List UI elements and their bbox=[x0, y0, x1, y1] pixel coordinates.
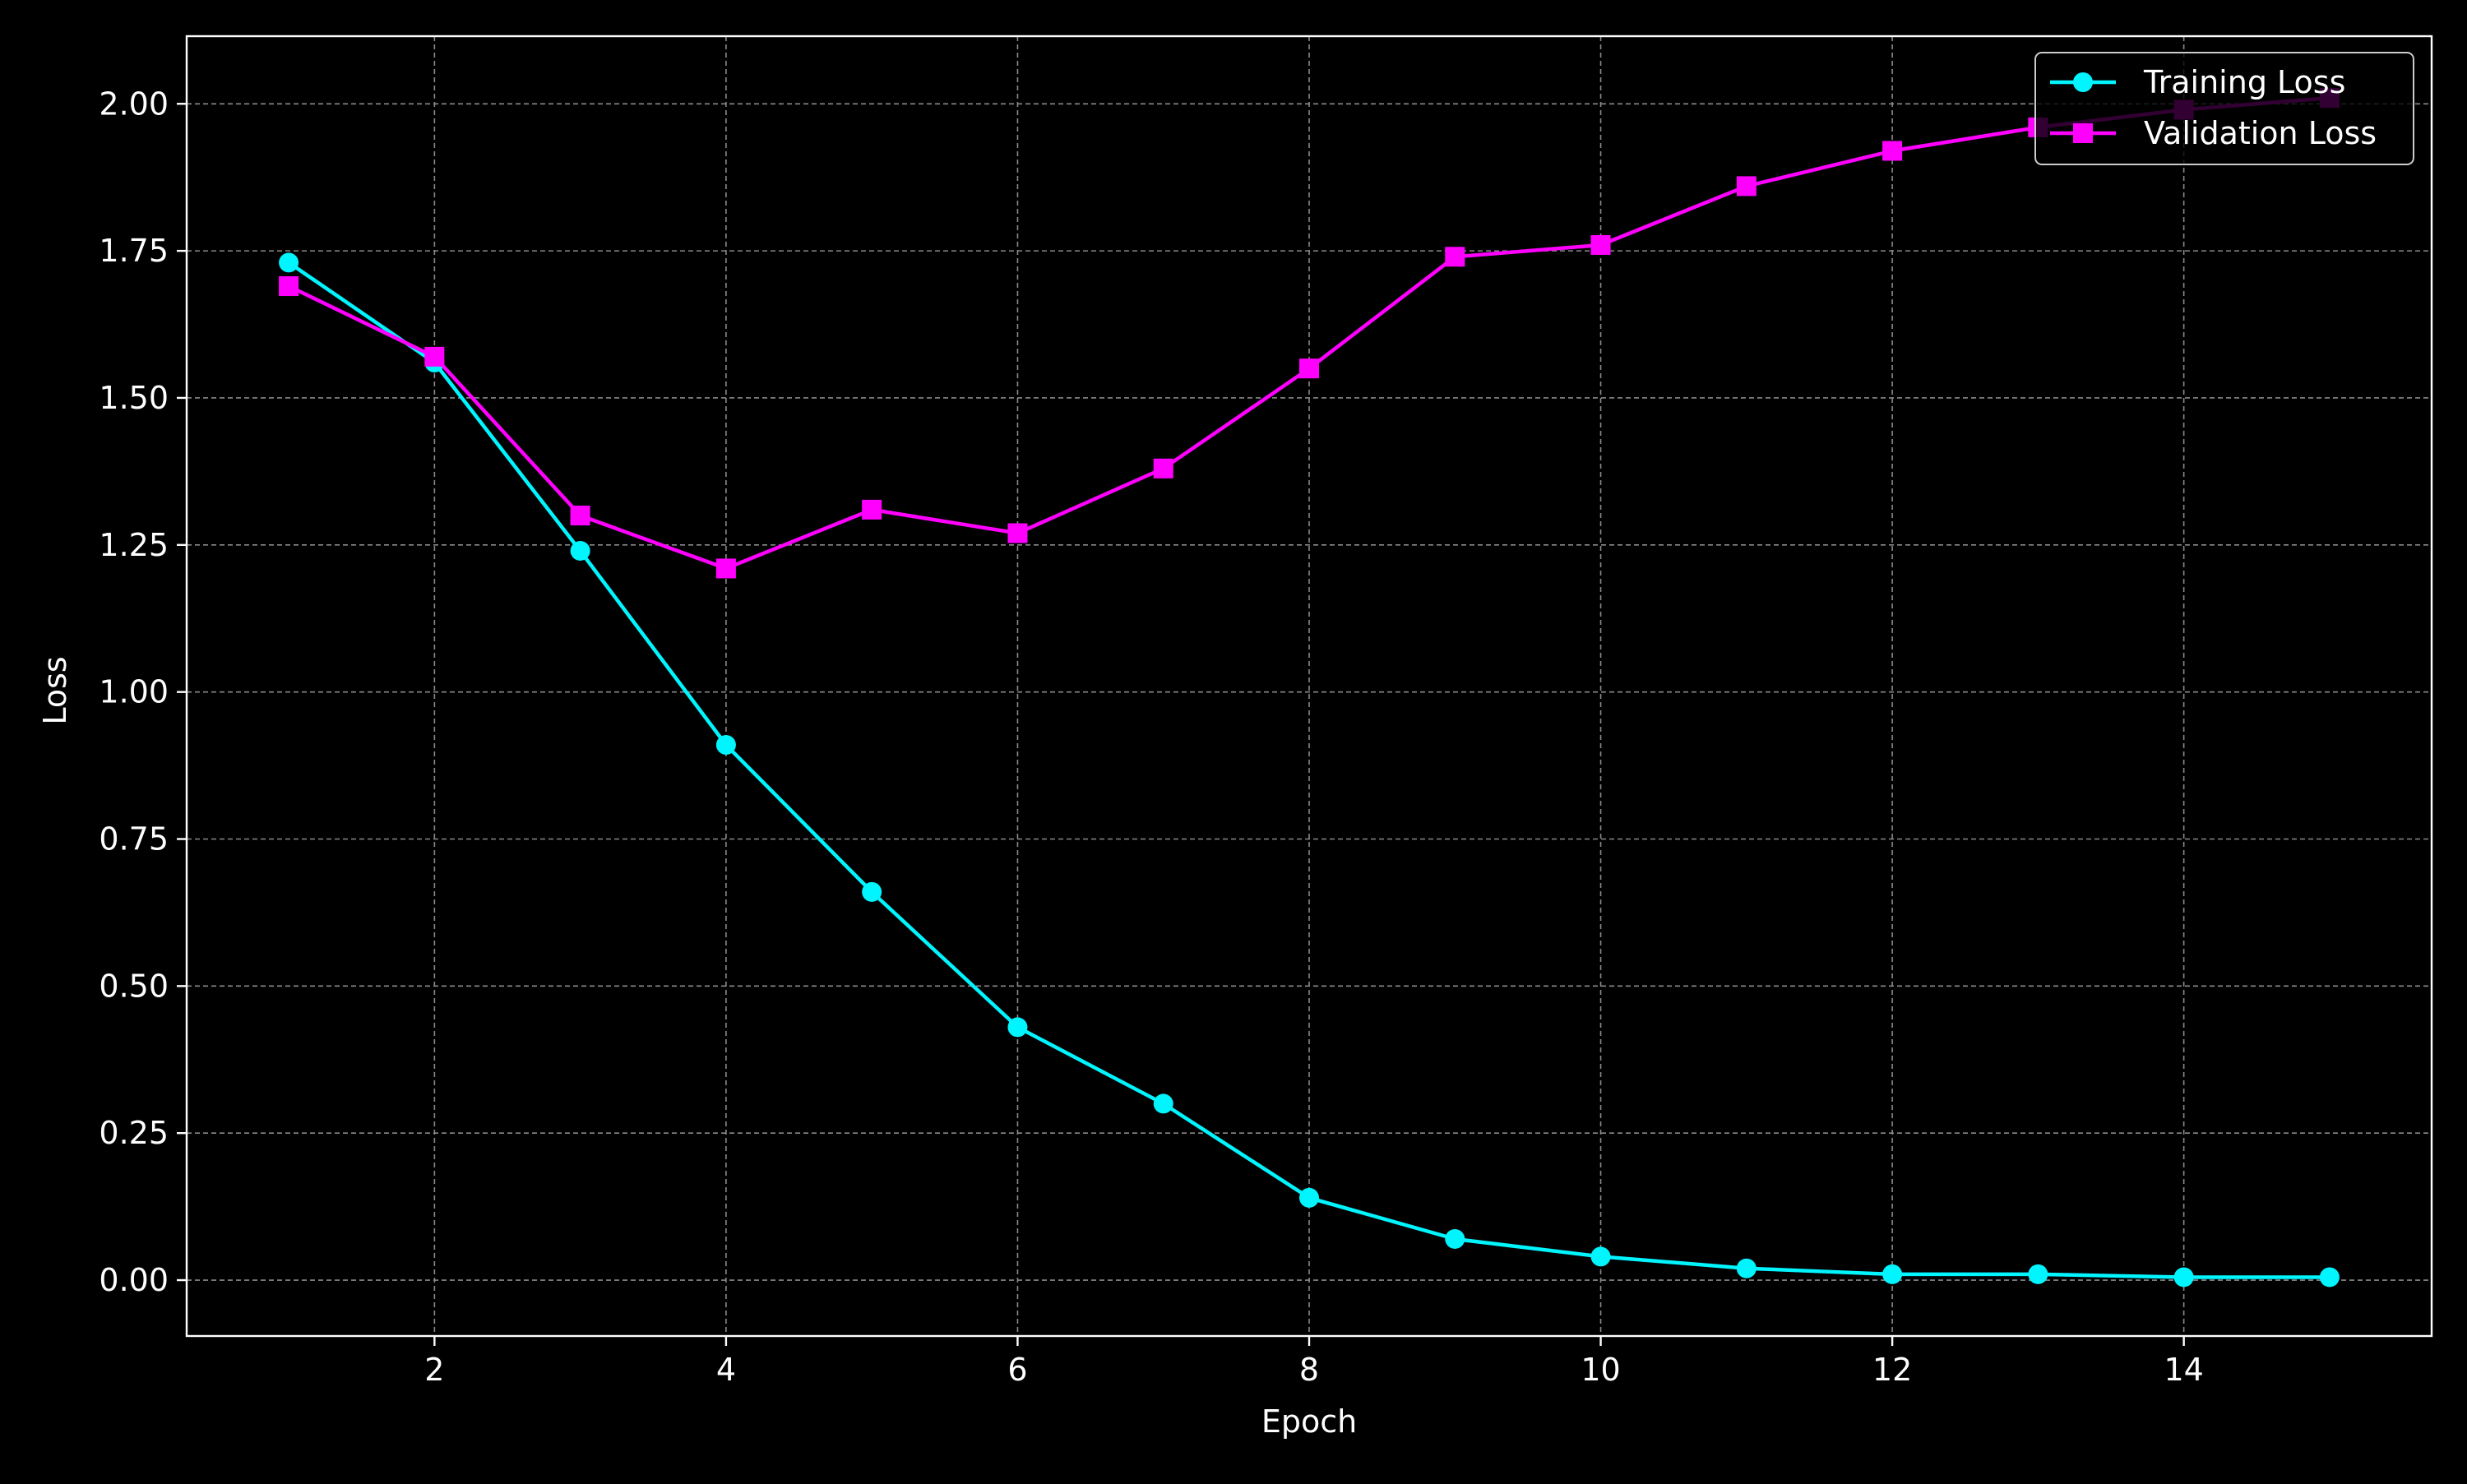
data-point bbox=[1736, 1258, 1757, 1278]
data-point bbox=[1299, 1187, 1319, 1208]
x-tick-label: 4 bbox=[716, 1352, 736, 1388]
data-point bbox=[1882, 141, 1903, 161]
legend-box bbox=[2034, 52, 2414, 165]
legend: Training Loss Validation Loss bbox=[2034, 52, 2414, 165]
data-point bbox=[279, 276, 299, 297]
legend-item: Validation Loss bbox=[2050, 115, 2377, 151]
y-tick-label: 1.25 bbox=[99, 527, 169, 563]
data-point bbox=[2319, 1267, 2340, 1288]
data-point bbox=[1882, 1264, 1903, 1284]
legend-marker bbox=[2073, 123, 2093, 143]
data-point bbox=[570, 506, 590, 526]
data-point bbox=[862, 881, 882, 902]
data-point bbox=[1590, 1246, 1611, 1267]
y-tick-label: 0.25 bbox=[99, 1115, 169, 1151]
y-tick-label: 0.75 bbox=[99, 821, 169, 858]
x-tick-label: 14 bbox=[2164, 1352, 2203, 1388]
y-tick-label: 2.00 bbox=[99, 86, 169, 122]
data-point bbox=[862, 499, 882, 520]
y-tick-label: 0.50 bbox=[99, 968, 169, 1004]
data-point bbox=[1007, 1017, 1028, 1038]
y-tick-label: 1.00 bbox=[99, 674, 169, 710]
y-tick-label: 0.00 bbox=[99, 1262, 169, 1298]
y-axis-label: Loss bbox=[37, 656, 73, 724]
y-tick-label: 1.75 bbox=[99, 233, 169, 269]
x-tick-label: 6 bbox=[1007, 1352, 1027, 1388]
data-point bbox=[1153, 1093, 1173, 1114]
data-point bbox=[1299, 358, 1319, 379]
data-point bbox=[570, 540, 590, 561]
data-point bbox=[2173, 1267, 2194, 1288]
series-training-loss bbox=[279, 252, 2340, 1288]
data-point bbox=[1736, 176, 1757, 196]
legend-item: Training Loss bbox=[2050, 64, 2345, 100]
data-point bbox=[2028, 1264, 2048, 1284]
data-point bbox=[715, 735, 736, 756]
x-tick-label: 12 bbox=[1872, 1352, 1912, 1388]
axes: 2 4 6 8 10 12 14 0.00 0.25 0.50 0.75 1.00 1.25 1.50 1.… bbox=[99, 86, 2203, 1388]
data-point bbox=[1590, 234, 1611, 255]
legend-label: Validation Loss bbox=[2144, 115, 2377, 151]
legend-marker bbox=[2073, 72, 2093, 92]
x-tick-label: 10 bbox=[1581, 1352, 1620, 1388]
data-point bbox=[279, 252, 299, 273]
data-point bbox=[1007, 523, 1028, 543]
x-axis-label: Epoch bbox=[1261, 1403, 1357, 1440]
series-layer bbox=[279, 88, 2340, 1288]
data-point bbox=[1445, 247, 1465, 267]
data-point bbox=[424, 346, 445, 367]
data-point bbox=[1153, 458, 1173, 478]
x-tick-label: 2 bbox=[424, 1352, 444, 1388]
data-point bbox=[715, 558, 736, 579]
x-tick-label: 8 bbox=[1299, 1352, 1319, 1388]
y-tick-label: 1.50 bbox=[99, 380, 169, 416]
data-point bbox=[1445, 1228, 1465, 1249]
legend-label: Training Loss bbox=[2143, 64, 2345, 100]
